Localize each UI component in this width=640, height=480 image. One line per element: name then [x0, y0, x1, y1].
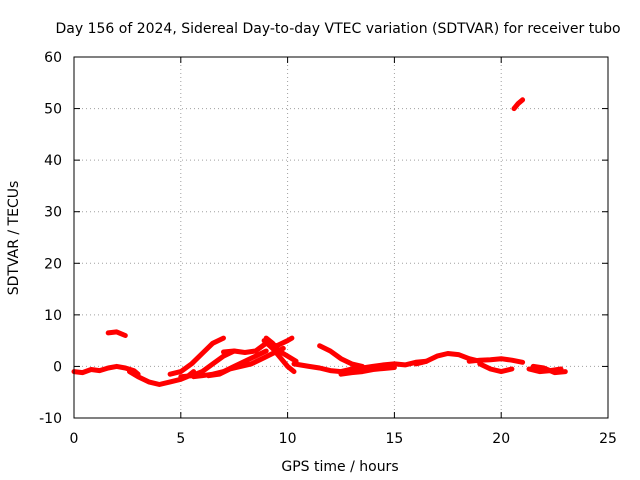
series-arc-13 — [338, 365, 397, 377]
x-tick-label: 10 — [279, 431, 297, 447]
series-arc-18 — [530, 363, 568, 376]
data-series — [71, 97, 568, 387]
series-arc-19 — [511, 97, 526, 112]
series-arc-5 — [178, 348, 237, 380]
y-tick-label: 20 — [44, 256, 62, 272]
series-arc-7 — [206, 345, 286, 379]
x-tick-label: 15 — [385, 431, 403, 447]
series-arc-2 — [105, 329, 128, 338]
series-arc-9 — [261, 338, 297, 375]
x-tick-label: 5 — [176, 431, 185, 447]
x-tick-label: 20 — [492, 431, 510, 447]
y-tick-label: 40 — [44, 153, 62, 169]
chart-title: Day 156 of 2024, Sidereal Day-to-day VTE… — [55, 21, 620, 37]
series-arc-12 — [317, 343, 365, 369]
y-tick-label: 0 — [53, 359, 62, 375]
y-tick-labels: -10 0 10 20 30 40 50 60 — [39, 50, 62, 427]
series-arc-8 — [221, 335, 295, 355]
y-axis-label: SDTVAR / TECUs — [6, 181, 22, 296]
series-arc-4 — [167, 335, 226, 377]
plot-frame — [73, 56, 609, 419]
grid — [74, 57, 608, 418]
x-tick-label: 0 — [70, 431, 79, 447]
y-tick-label: -10 — [39, 411, 62, 427]
x-tick-label: 25 — [599, 431, 617, 447]
axis-ticks — [73, 56, 609, 419]
x-axis-label: GPS time / hours — [281, 459, 398, 475]
series-arc-15 — [466, 356, 526, 365]
series-arc-10 — [263, 335, 299, 364]
series-arc-14 — [413, 351, 483, 367]
y-tick-label: 30 — [44, 205, 62, 221]
series-arc-16 — [477, 361, 515, 375]
x-tick-labels: 0 5 10 15 20 25 — [70, 431, 617, 447]
y-tick-label: 50 — [44, 102, 62, 118]
y-tick-label: 60 — [44, 50, 62, 66]
y-tick-label: 10 — [44, 308, 62, 324]
